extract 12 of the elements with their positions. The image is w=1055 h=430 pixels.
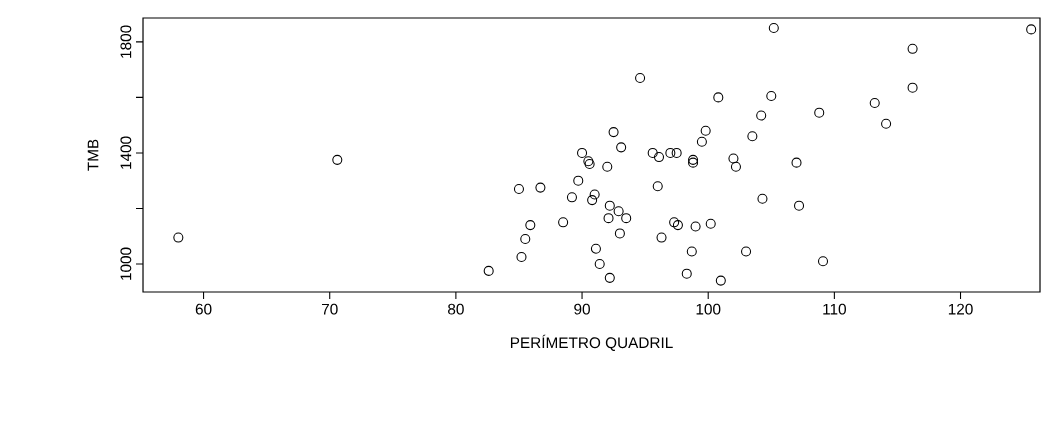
x-tick-label: 120 xyxy=(948,303,973,315)
y-tick-label: 1400 xyxy=(120,136,132,169)
y-axis-title: TMB xyxy=(87,139,99,171)
x-axis-title: PERÍMETRO QUADRIL xyxy=(510,334,673,351)
x-tick-label: 70 xyxy=(321,303,338,315)
y-tick-label: 1800 xyxy=(120,25,132,58)
x-tick-label: 80 xyxy=(448,303,464,315)
x-tick-label: 60 xyxy=(195,303,212,315)
x-tick-label: 110 xyxy=(823,303,846,315)
x-tick-label: 100 xyxy=(696,303,721,315)
y-tick-label: 1000 xyxy=(120,247,132,280)
x-tick-label: 90 xyxy=(574,303,590,315)
